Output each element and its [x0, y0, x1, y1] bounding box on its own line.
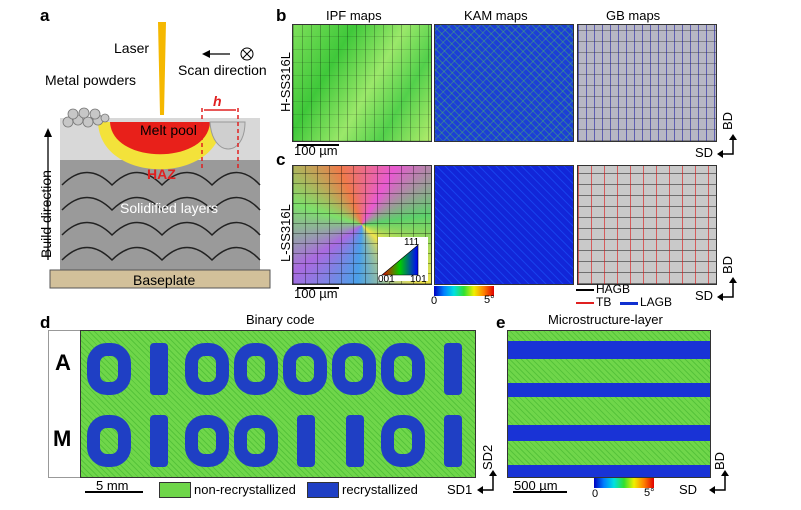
axis-arrows-e — [709, 470, 729, 494]
legend-rec-swatch — [307, 482, 339, 498]
hagb-label: HAGB — [596, 282, 631, 296]
scale-label-b: 100 µm — [294, 143, 338, 158]
binary-digit-zero — [283, 343, 327, 395]
sample-label-l: L-SS316L — [278, 204, 293, 262]
ipf-map-h — [292, 24, 432, 142]
baseplate-label: Baseplate — [133, 272, 196, 288]
panel-label-b: b — [276, 6, 287, 25]
lagb-swatch — [620, 302, 638, 305]
laser-label: Laser — [114, 40, 150, 56]
binary-digit-zero — [234, 415, 278, 467]
binary-digit-zero — [332, 343, 376, 395]
binary-digit-one — [346, 415, 364, 467]
h-label: h — [213, 93, 222, 109]
binary-digit-one — [444, 415, 462, 467]
legend-non-label: non-recrystallized — [194, 482, 296, 497]
recrystallized-band — [508, 341, 710, 359]
haz-label: HAZ — [147, 166, 176, 182]
microstructure-title: Microstructure-layer — [548, 312, 663, 327]
bd-label-c: BD — [720, 255, 735, 274]
ipf-key-001: 001 — [378, 274, 395, 285]
axis-arrows-c — [717, 277, 737, 301]
metal-powders-label: Metal powders — [45, 72, 137, 88]
binary-digit-zero — [185, 415, 229, 467]
row-label-m: M — [53, 426, 72, 451]
kam-map-h — [434, 24, 574, 142]
axis-arrows-d — [477, 470, 497, 494]
col-title-gb: GB maps — [606, 8, 661, 23]
previous-track — [209, 121, 246, 150]
sd-label-b: SD — [695, 145, 714, 160]
layer-arcs — [61, 171, 261, 262]
recrystallized-band — [508, 425, 710, 441]
binary-digit-zero — [87, 415, 131, 467]
powder-particles — [62, 107, 110, 128]
binary-digit-one — [444, 343, 462, 395]
scale-bar-e — [513, 491, 567, 493]
e-bar-min: 0 — [592, 488, 599, 500]
col-title-kam: KAM maps — [464, 8, 528, 23]
sd2-label: SD2 — [480, 444, 495, 470]
sd-label-c: SD — [695, 288, 714, 303]
tb-swatch — [576, 302, 594, 304]
baseplate — [49, 269, 271, 289]
row-label-a: A — [55, 350, 71, 375]
scale-label-d: 5 mm — [96, 478, 129, 493]
binary-digit-one — [297, 415, 315, 467]
kam-bar-min: 0 — [431, 295, 438, 307]
gb-map-h — [577, 24, 717, 142]
binary-digit-zero — [87, 343, 131, 395]
scan-direction-label: Scan direction — [178, 62, 267, 78]
scale-bar-c — [297, 287, 339, 289]
binary-digit-zero — [185, 343, 229, 395]
scale-bar-b — [297, 144, 339, 146]
recrystallized-band — [508, 465, 710, 477]
melt-pool-region — [110, 122, 210, 155]
scale-bar-d — [85, 491, 143, 493]
tb-label: TB — [596, 295, 612, 309]
panel-label-d: d — [40, 313, 51, 332]
row-label-box — [48, 330, 82, 478]
melt-pool-label: Melt pool — [140, 122, 197, 138]
binary-code-title: Binary code — [246, 312, 315, 327]
kam-map-l — [434, 165, 574, 285]
panel-label-c: c — [276, 150, 286, 169]
legend-non-swatch — [159, 482, 191, 498]
e-colorbar — [594, 478, 654, 488]
lagb-label: LAGB — [640, 295, 673, 309]
binary-digit-one — [150, 415, 168, 467]
gb-map-l — [577, 165, 717, 285]
legend-rec-label: recrystallized — [342, 482, 418, 497]
ipf-key-101: 101 — [410, 274, 427, 285]
sd1-label: SD1 — [447, 482, 473, 497]
hagb-swatch — [576, 289, 594, 291]
binary-code-map — [80, 330, 476, 478]
e-bar-max: 5° — [644, 487, 655, 499]
bd-label-e: BD — [712, 451, 727, 470]
axis-arrows-b — [717, 134, 737, 158]
binary-digit-zero — [381, 415, 425, 467]
laser-beam — [158, 22, 166, 115]
ipf-key — [378, 237, 428, 281]
sample-label-h: H-SS316L — [278, 52, 293, 112]
binary-digit-zero — [234, 343, 278, 395]
ipf-key-111: 111 — [404, 237, 420, 248]
panel-label-a: a — [40, 6, 50, 25]
scale-label-e: 500 µm — [514, 478, 558, 493]
binary-digit-zero — [381, 343, 425, 395]
kam-bar-max: 5° — [484, 294, 495, 306]
build-direction-label: Build direction — [38, 170, 54, 258]
col-title-ipf: IPF maps — [326, 8, 382, 23]
am-process-schematic — [44, 22, 271, 289]
solidified-layers-label: Solidified layers — [120, 200, 219, 216]
binary-digit-one — [150, 343, 168, 395]
sd-label-e: SD — [679, 482, 698, 497]
kam-colorbar — [434, 286, 494, 296]
recrystallized-band — [508, 383, 710, 397]
panel-label-e: e — [496, 313, 506, 332]
bd-label-b: BD — [720, 111, 735, 130]
microstructure-layer-map — [507, 330, 711, 478]
scale-label-c: 100 µm — [294, 286, 338, 301]
